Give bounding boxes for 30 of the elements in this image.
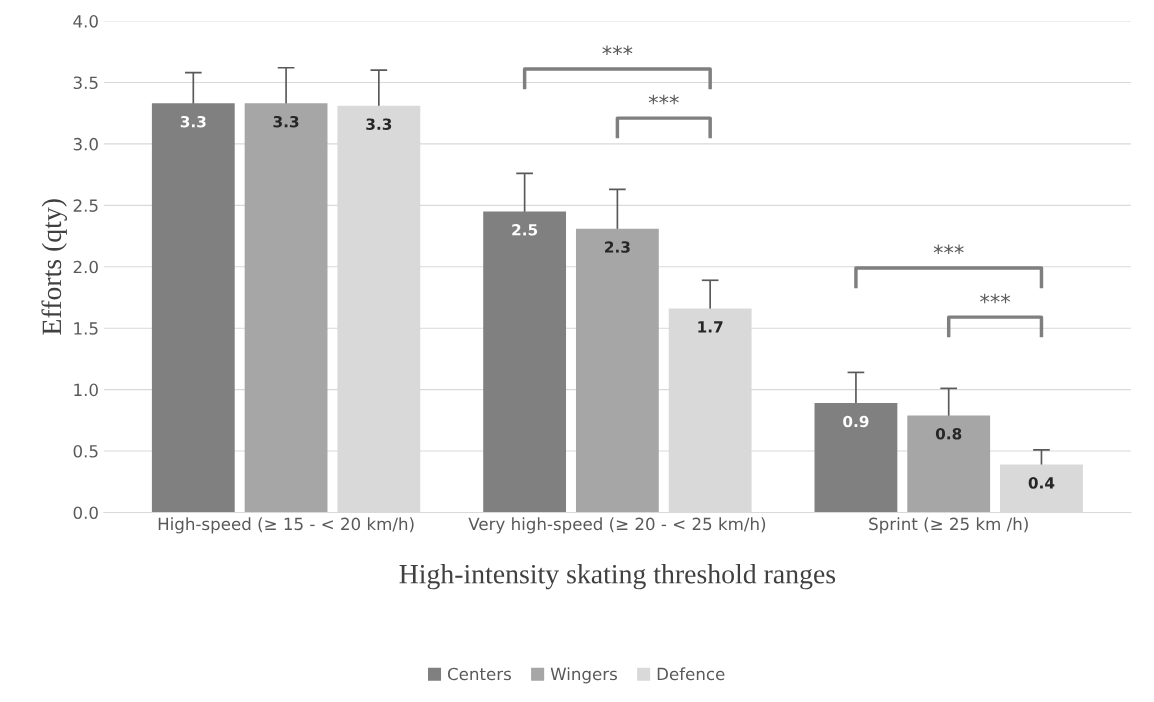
data-label: 3.3 — [180, 115, 206, 128]
y-axis-title: Efforts (qty) — [41, 199, 67, 335]
data-label: 3.3 — [273, 115, 299, 128]
x-tick-label: High-speed (≥ 15 - < 20 km/h) — [158, 517, 414, 534]
annotation: *** — [648, 94, 679, 105]
legend-label: Defence — [657, 667, 725, 681]
y-tick-label: 1.0 — [74, 383, 98, 397]
legend-label: Centers — [447, 667, 511, 681]
y-tick-label: 0.5 — [73, 445, 98, 458]
y-tick-label: 3.5 — [73, 76, 98, 90]
x-tick-label: Very high-speed (≥ 20 - < 25 km/h) — [468, 517, 766, 534]
data-label: 0.4 — [1028, 477, 1055, 489]
annotation: *** — [602, 45, 633, 55]
x-axis-title: High-intensity skating threshold ranges — [399, 564, 836, 590]
y-tick-label: 2.0 — [73, 260, 98, 274]
legend-label: Wingers — [550, 667, 617, 684]
data-label: 2.5 — [512, 224, 538, 236]
data-label: 1.7 — [698, 321, 723, 333]
y-tick-label: 0.0 — [73, 506, 98, 520]
data-label: 0.8 — [935, 427, 962, 440]
y-tick-label: 1.5 — [74, 322, 98, 335]
annotation: *** — [980, 293, 1011, 304]
y-tick-label: 4.0 — [73, 15, 98, 28]
x-tick-label: Sprint (≥ 25 km /h) — [869, 517, 1028, 534]
y-tick-label: 3.0 — [73, 137, 98, 151]
data-label: 3.3 — [366, 118, 392, 130]
annotation: *** — [933, 244, 964, 255]
data-label: 2.3 — [605, 241, 630, 253]
data-label: 0.9 — [843, 415, 869, 428]
y-tick-label: 2.5 — [73, 199, 98, 212]
